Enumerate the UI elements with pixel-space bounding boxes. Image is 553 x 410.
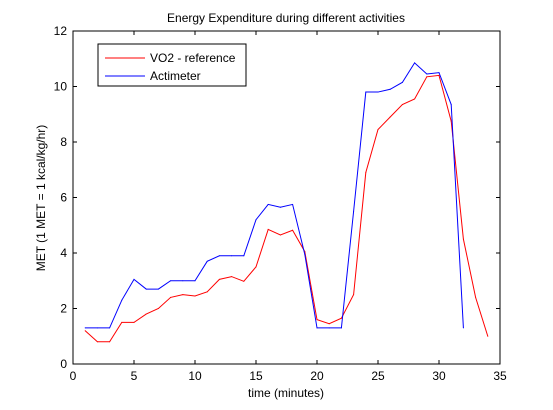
- y-tick-label: 0: [60, 357, 67, 371]
- data-point-vo2-reference: [414, 98, 416, 100]
- data-point-vo2-reference: [353, 294, 355, 296]
- legend-box: [97, 43, 247, 87]
- data-point-vo2-reference: [401, 104, 403, 106]
- series-vo2-reference: [84, 74, 489, 343]
- data-point-actimeter: [109, 327, 111, 329]
- x-tick-label: 30: [432, 369, 446, 383]
- data-point-vo2-reference: [109, 341, 111, 343]
- data-point-vo2-reference: [426, 76, 428, 78]
- data-point-actimeter: [389, 88, 391, 90]
- data-point-vo2-reference: [328, 323, 330, 325]
- data-point-actimeter: [218, 255, 220, 257]
- data-point-vo2-reference: [340, 317, 342, 319]
- legend: VO2 - reference Actimeter: [97, 43, 247, 87]
- data-point-vo2-reference: [316, 319, 318, 321]
- y-tick-label: 6: [60, 191, 67, 205]
- data-point-actimeter: [133, 278, 135, 280]
- legend-label-actimeter: Actimeter: [150, 69, 201, 83]
- data-point-vo2-reference: [96, 341, 98, 343]
- data-point-actimeter: [316, 327, 318, 329]
- data-point-vo2-reference: [450, 120, 452, 122]
- data-point-vo2-reference: [121, 321, 123, 323]
- data-point-vo2-reference: [231, 276, 233, 278]
- legend-label-vo2-reference: VO2 - reference: [150, 51, 236, 65]
- data-point-vo2-reference: [145, 313, 147, 315]
- data-point-actimeter: [353, 210, 355, 212]
- x-tick-label: 10: [188, 369, 202, 383]
- data-point-actimeter: [377, 91, 379, 93]
- data-point-vo2-reference: [487, 335, 489, 337]
- data-point-actimeter: [96, 327, 98, 329]
- data-point-actimeter: [157, 288, 159, 290]
- y-tick-label: 12: [54, 24, 68, 38]
- series-layer: [84, 62, 489, 343]
- x-tick-label: 25: [371, 369, 385, 383]
- data-point-actimeter: [304, 253, 306, 255]
- data-point-vo2-reference: [84, 330, 86, 332]
- data-point-actimeter: [365, 91, 367, 93]
- data-point-actimeter: [170, 280, 172, 282]
- data-point-actimeter: [426, 73, 428, 75]
- data-point-actimeter: [450, 104, 452, 106]
- data-point-vo2-reference: [462, 238, 464, 240]
- series-line-vo2-reference: [84, 74, 489, 343]
- data-point-vo2-reference: [279, 234, 281, 236]
- data-point-actimeter: [243, 255, 245, 257]
- series-actimeter: [84, 62, 464, 329]
- data-point-vo2-reference: [292, 229, 294, 231]
- x-tick-label: 35: [493, 369, 507, 383]
- x-tick-label: 15: [249, 369, 263, 383]
- data-point-actimeter: [121, 299, 123, 301]
- series-line-actimeter: [85, 62, 464, 329]
- data-point-actimeter: [414, 62, 416, 64]
- chart-title: Energy Expenditure during different acti…: [167, 11, 405, 25]
- data-point-actimeter: [279, 206, 281, 208]
- data-point-vo2-reference: [389, 116, 391, 118]
- data-point-vo2-reference: [157, 308, 159, 309]
- data-point-vo2-reference: [365, 172, 367, 174]
- data-point-actimeter: [328, 327, 330, 329]
- y-tick-label: 10: [54, 80, 68, 94]
- x-axis-label: time (minutes): [248, 386, 324, 400]
- x-tick-label: 20: [310, 369, 324, 383]
- data-point-actimeter: [292, 203, 294, 205]
- y-axis: 0 2 4 6 8 10 12: [54, 24, 500, 371]
- x-axis: 0 5 10 15 20 25 30 35: [70, 31, 507, 383]
- y-axis-label: MET (1 MET = 1 kcal/kg/hr): [34, 125, 48, 272]
- data-point-actimeter: [231, 255, 233, 257]
- y-tick-label: 2: [60, 302, 67, 316]
- data-point-vo2-reference: [182, 294, 184, 296]
- data-point-actimeter: [340, 327, 342, 329]
- data-point-actimeter: [462, 327, 464, 329]
- data-point-vo2-reference: [267, 228, 269, 230]
- data-point-vo2-reference: [170, 296, 172, 298]
- data-point-actimeter: [84, 327, 86, 329]
- data-point-vo2-reference: [133, 321, 135, 323]
- data-point-vo2-reference: [218, 278, 220, 280]
- data-point-actimeter: [438, 72, 440, 74]
- data-point-vo2-reference: [438, 74, 440, 76]
- data-point-actimeter: [267, 203, 269, 205]
- data-point-vo2-reference: [206, 291, 208, 293]
- y-tick-label: 4: [60, 246, 67, 260]
- data-point-vo2-reference: [243, 280, 245, 282]
- data-point-actimeter: [206, 260, 208, 262]
- x-tick-label: 0: [70, 369, 77, 383]
- x-tick-label: 5: [131, 369, 138, 383]
- data-point-actimeter: [182, 280, 184, 282]
- data-point-actimeter: [255, 219, 257, 221]
- data-point-vo2-reference: [475, 296, 477, 298]
- data-point-actimeter: [145, 288, 147, 290]
- data-point-vo2-reference: [377, 129, 379, 131]
- data-point-vo2-reference: [194, 295, 196, 297]
- y-tick-label: 8: [60, 135, 67, 149]
- data-point-actimeter: [401, 81, 403, 83]
- data-point-actimeter: [194, 280, 196, 282]
- data-point-vo2-reference: [255, 266, 257, 268]
